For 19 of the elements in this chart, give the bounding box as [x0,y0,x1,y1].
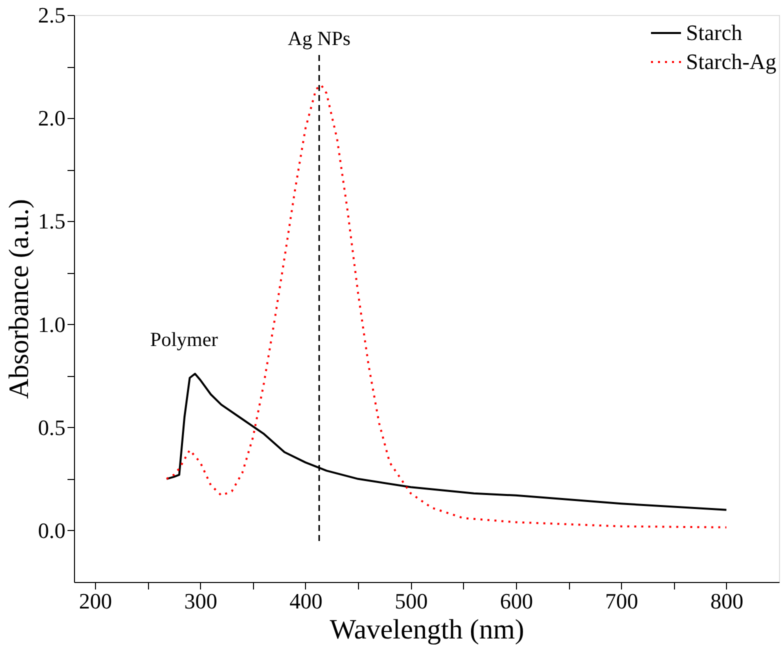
x-tick-label: 700 [605,588,638,614]
x-tick-label: 800 [710,588,744,614]
annotation: Polymer [150,329,218,351]
x-tick-label: 600 [500,588,533,614]
y-tick-label: 1.0 [38,312,66,337]
legend-label: Starch [686,20,742,45]
y-tick-label: 0.0 [38,518,66,543]
y-tick-label: 1.5 [38,208,66,234]
y-tick-label: 2.5 [38,2,66,28]
y-tick-label: 0.5 [38,414,66,440]
x-tick-label: 300 [184,588,218,614]
x-tick-label: 400 [289,588,322,614]
ref-line-label: Ag NPs [288,28,351,50]
y-tick-label: 2.0 [38,106,66,131]
x-axis-title: Wavelength (nm) [330,614,524,646]
legend-label: Starch-Ag [686,49,776,74]
y-axis-title: Absorbance (a.u.) [4,199,35,399]
x-tick-label: 500 [394,588,428,614]
x-tick-label: 200 [79,588,112,614]
